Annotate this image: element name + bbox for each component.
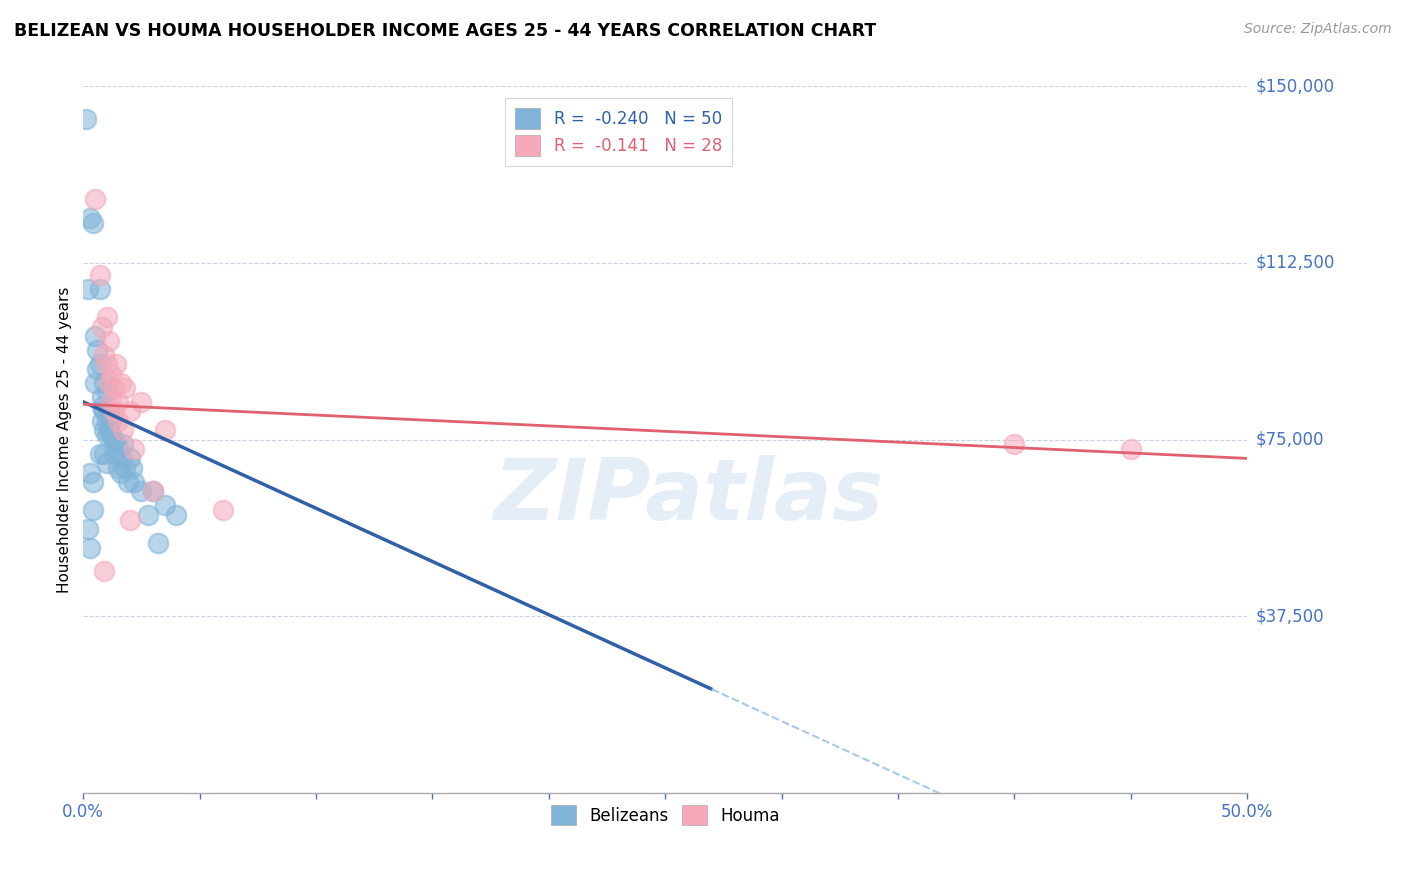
Point <box>124 442 146 456</box>
Point <box>90 319 112 334</box>
Legend: Belizeans, Houma: Belizeans, Houma <box>543 797 787 834</box>
Point <box>90 400 112 414</box>
Point <box>93 565 115 579</box>
Text: $75,000: $75,000 <box>1256 431 1324 449</box>
Point <box>100 427 122 442</box>
Point <box>84 329 107 343</box>
Point <box>86 362 108 376</box>
Point <box>1119 442 1142 456</box>
Point <box>90 414 112 428</box>
Point <box>110 466 132 480</box>
Point <box>118 512 141 526</box>
Point <box>117 475 139 489</box>
Point <box>111 423 134 437</box>
Point <box>86 343 108 357</box>
Point <box>89 357 111 371</box>
Point <box>107 395 129 409</box>
Point <box>153 423 176 437</box>
Point <box>77 522 100 536</box>
Point <box>89 282 111 296</box>
Point <box>110 451 132 466</box>
Point <box>104 437 127 451</box>
Point <box>93 447 115 461</box>
Point <box>103 433 125 447</box>
Point <box>100 395 122 409</box>
Point <box>107 442 129 456</box>
Point <box>124 475 146 489</box>
Point <box>79 541 101 555</box>
Point <box>84 376 107 390</box>
Point <box>212 503 235 517</box>
Point <box>107 460 129 475</box>
Point <box>97 376 120 390</box>
Point <box>131 395 153 409</box>
Point <box>111 437 134 451</box>
Point <box>114 460 136 475</box>
Point <box>79 466 101 480</box>
Point <box>103 381 125 395</box>
Point <box>97 423 120 437</box>
Point <box>114 381 136 395</box>
Point <box>75 112 97 127</box>
Point <box>79 211 101 226</box>
Point <box>103 447 125 461</box>
Point <box>100 367 122 381</box>
Point <box>93 404 115 418</box>
Point <box>89 268 111 282</box>
Text: $150,000: $150,000 <box>1256 78 1334 95</box>
Text: Source: ZipAtlas.com: Source: ZipAtlas.com <box>1244 22 1392 37</box>
Point <box>96 456 118 470</box>
Point <box>103 404 125 418</box>
Point <box>1002 437 1025 451</box>
Text: BELIZEAN VS HOUMA HOUSEHOLDER INCOME AGES 25 - 44 YEARS CORRELATION CHART: BELIZEAN VS HOUMA HOUSEHOLDER INCOME AGE… <box>14 22 876 40</box>
Point <box>107 414 129 428</box>
Point <box>138 508 160 522</box>
Point <box>131 484 153 499</box>
Point <box>97 404 120 418</box>
Point <box>93 348 115 362</box>
Point <box>82 216 104 230</box>
Point <box>118 404 141 418</box>
Point <box>96 414 118 428</box>
Point <box>100 414 122 428</box>
Point <box>142 484 165 499</box>
Point <box>96 310 118 325</box>
Point <box>82 503 104 517</box>
Point <box>146 536 169 550</box>
Point <box>82 475 104 489</box>
Point <box>89 447 111 461</box>
Point <box>153 499 176 513</box>
Point <box>110 376 132 390</box>
Point <box>165 508 187 522</box>
Text: $37,500: $37,500 <box>1256 607 1324 625</box>
Point <box>96 385 118 400</box>
Text: $112,500: $112,500 <box>1256 254 1334 272</box>
Point <box>90 390 112 404</box>
Point <box>96 357 118 371</box>
Point <box>142 484 165 499</box>
Point <box>96 427 118 442</box>
Point <box>118 451 141 466</box>
Point <box>93 376 115 390</box>
Y-axis label: Householder Income Ages 25 - 44 years: Householder Income Ages 25 - 44 years <box>58 286 72 593</box>
Point <box>97 334 120 348</box>
Text: ZIPatlas: ZIPatlas <box>494 455 883 538</box>
Point <box>84 193 107 207</box>
Point <box>121 460 143 475</box>
Point <box>93 423 115 437</box>
Point <box>77 282 100 296</box>
Point <box>104 357 127 371</box>
